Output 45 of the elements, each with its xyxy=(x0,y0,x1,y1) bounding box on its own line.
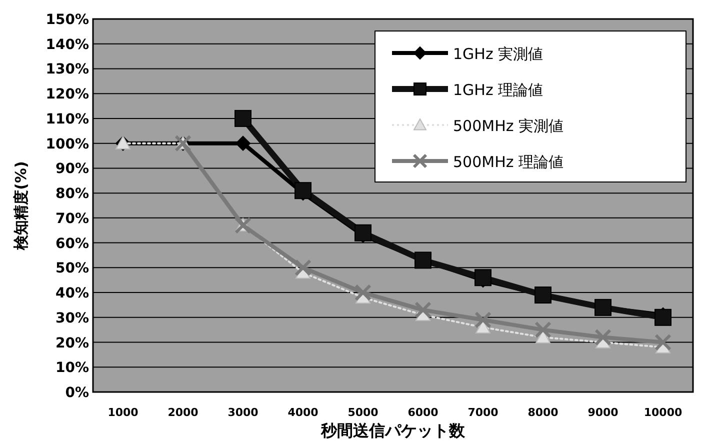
x-tick-label: 3000 xyxy=(228,406,259,419)
legend-label: 500MHz 実測値 xyxy=(453,117,564,135)
x-tick-label: 9000 xyxy=(588,406,619,419)
y-tick-label: 0% xyxy=(65,385,89,401)
y-tick-label: 80% xyxy=(55,186,89,202)
y-tick-label: 70% xyxy=(55,210,89,227)
y-tick-label: 30% xyxy=(55,310,89,326)
y-tick-label: 20% xyxy=(55,335,89,352)
y-tick-label: 150% xyxy=(46,12,89,28)
x-tick-label: 1000 xyxy=(108,406,139,419)
point xyxy=(654,308,672,326)
point xyxy=(234,110,252,127)
x-tick-label: 5000 xyxy=(348,406,379,419)
y-tick-label: 50% xyxy=(55,260,89,277)
y-tick-label: 40% xyxy=(55,286,89,302)
x-tick-label: 8000 xyxy=(528,406,559,419)
legend-label: 500MHz 理論値 xyxy=(453,153,564,171)
x-tick-label: 7000 xyxy=(468,406,499,419)
legend-label: 1GHz 理論値 xyxy=(453,81,544,99)
point xyxy=(354,284,372,302)
point xyxy=(654,334,672,351)
y-tick-label: 130% xyxy=(46,62,89,78)
point xyxy=(294,182,312,200)
legend-label: 1GHz 実測値 xyxy=(453,45,544,63)
point xyxy=(294,259,312,276)
point xyxy=(534,321,552,338)
y-tick-label: 60% xyxy=(55,236,89,252)
x-tick-label: 4000 xyxy=(288,406,319,419)
y-axis-title: 検知精度(%) xyxy=(12,161,30,251)
point xyxy=(474,311,492,328)
x-tick-label: 6000 xyxy=(408,406,439,419)
y-tick-label: 90% xyxy=(55,161,89,178)
y-tick-label: 10% xyxy=(55,360,89,376)
point xyxy=(594,328,612,346)
point xyxy=(474,269,492,286)
point xyxy=(414,301,432,318)
x-tick-label: 10000 xyxy=(644,406,682,419)
y-tick-label: 140% xyxy=(46,36,89,53)
y-tick-label: 110% xyxy=(46,111,89,128)
x-tick-label: 2000 xyxy=(168,406,199,419)
point xyxy=(354,224,372,242)
y-tick-label: 120% xyxy=(46,86,89,103)
y-tick-label: 100% xyxy=(46,136,89,152)
x-axis-title: 秒間送信パケット数 xyxy=(320,421,466,440)
point xyxy=(236,136,250,151)
